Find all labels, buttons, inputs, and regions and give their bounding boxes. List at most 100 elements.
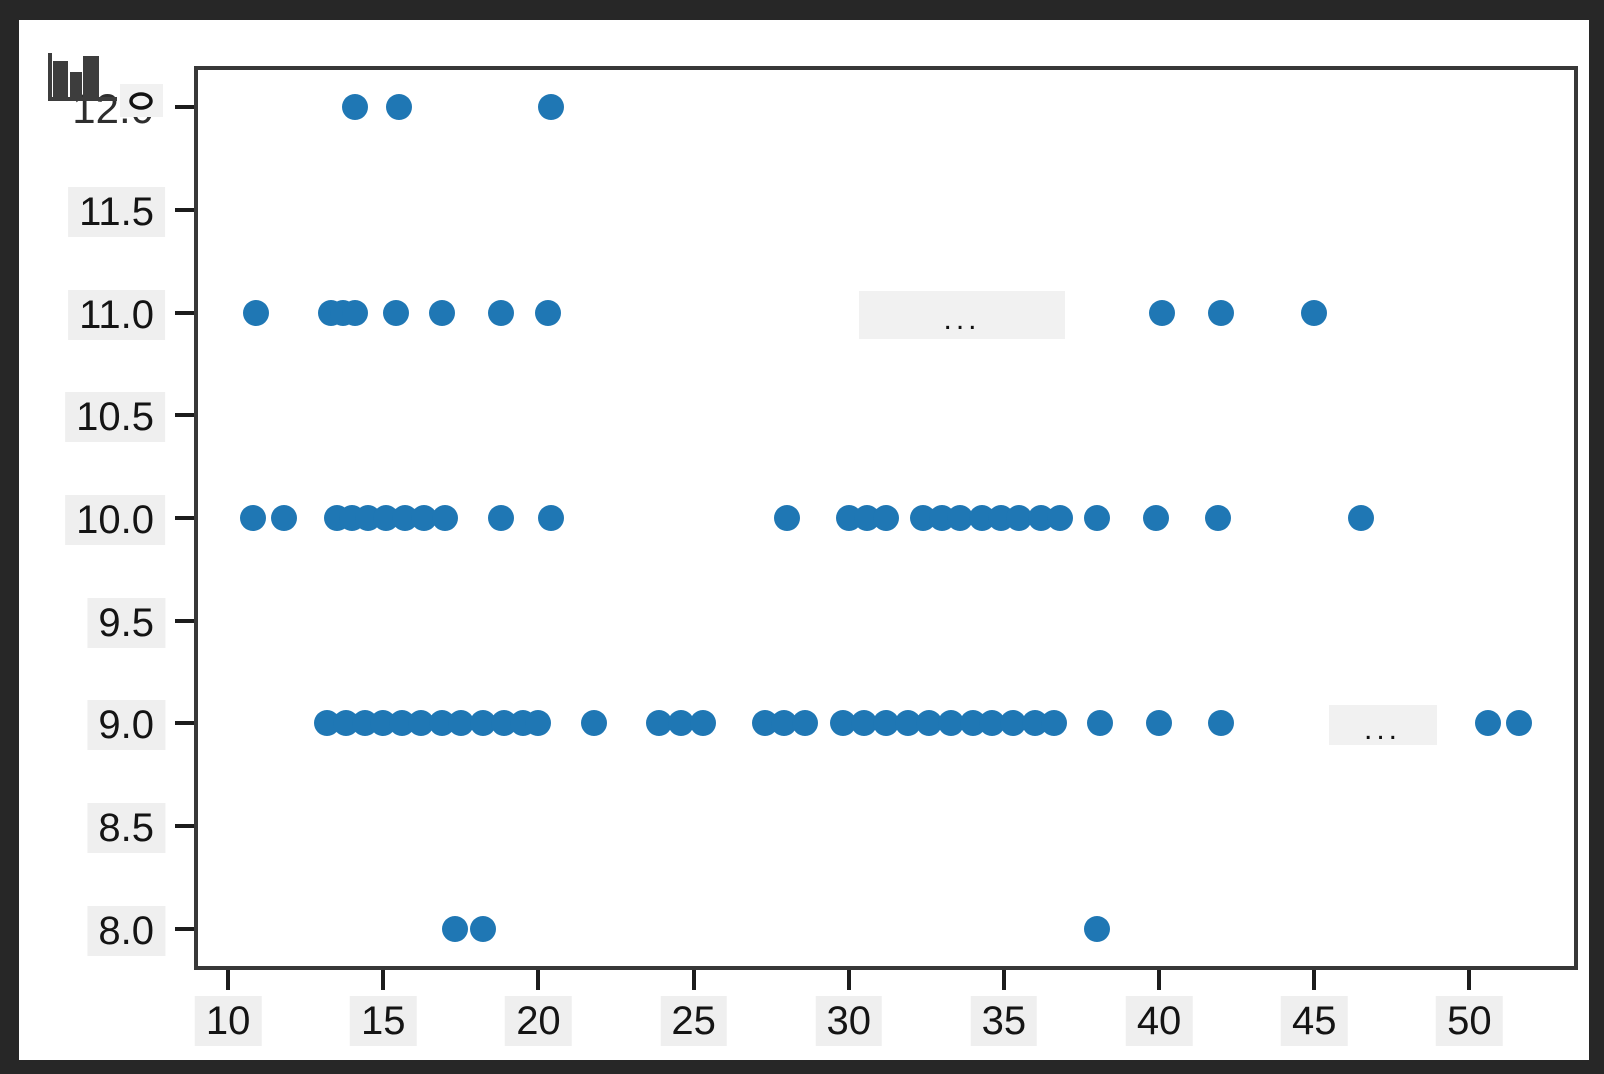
ellipsis-annotation-label: ...	[1363, 713, 1401, 747]
scatter-point	[429, 299, 456, 326]
y-tick-label: 9.5	[87, 597, 165, 648]
ellipsis-annotation-label: ...	[943, 302, 981, 336]
scatter-point	[342, 94, 369, 121]
scatter-point	[469, 710, 496, 737]
scatter-point	[243, 299, 270, 326]
x-tick-label: 20	[505, 996, 572, 1046]
x-tick-label: 30	[815, 996, 882, 1046]
scatter-point	[770, 710, 797, 737]
scatter-point	[1208, 299, 1235, 326]
y-tick-label: 9.0	[87, 700, 165, 751]
outlier-marker-box	[120, 84, 163, 117]
scatter-point	[385, 94, 412, 121]
scatter-point	[1208, 710, 1235, 737]
y-tick	[175, 721, 194, 726]
x-tick-label: 50	[1436, 996, 1503, 1046]
scatter-point	[447, 710, 474, 737]
scatter-point	[1506, 710, 1533, 737]
scatter-point	[938, 710, 965, 737]
bar-chart-icon-bar2	[70, 72, 82, 97]
scatter-point	[1040, 710, 1067, 737]
y-tick	[175, 824, 194, 829]
scatter-point	[537, 505, 564, 531]
scatter-point	[1087, 710, 1114, 737]
y-tick-label: 11.0	[68, 289, 165, 340]
scatter-point	[829, 710, 856, 737]
x-tick	[381, 970, 386, 990]
y-tick	[175, 618, 194, 623]
scatter-point	[873, 505, 899, 531]
scatter-point	[1000, 710, 1027, 737]
scatter-point	[1084, 915, 1110, 942]
scatter-point	[1205, 505, 1232, 531]
scatter-point	[873, 710, 899, 737]
bar-chart-icon-bar1	[53, 61, 68, 97]
scatter-point	[689, 710, 716, 737]
scatter-point	[270, 505, 297, 531]
x-tick-label: 15	[350, 996, 417, 1046]
x-tick	[691, 970, 696, 990]
y-tick	[175, 310, 194, 315]
y-tick	[175, 926, 194, 931]
scatter-point	[1084, 505, 1110, 531]
scatter-point	[792, 710, 819, 737]
scatter-point	[1006, 505, 1033, 531]
y-tick	[175, 413, 194, 418]
x-tick	[846, 970, 851, 990]
y-tick-label: 8.0	[87, 905, 165, 956]
scatter-point	[978, 710, 1005, 737]
scatter-point	[851, 710, 878, 737]
scatter-point	[646, 710, 673, 737]
scatter-point	[525, 710, 552, 737]
scatter-point	[469, 915, 496, 942]
scatter-point	[1475, 710, 1501, 737]
scatter-point	[668, 710, 695, 737]
outlier-o-icon	[129, 92, 153, 110]
figure-canvas: 12.0 11.5 11.0 10.5 10.0 9.5 9.0 8.5 8.0 10 15 20 25…	[19, 20, 1589, 1060]
y-tick-label: 11.5	[68, 186, 165, 237]
scatter-point	[947, 505, 974, 531]
y-tick-label: 10.0	[65, 495, 165, 545]
scatter-point	[410, 505, 437, 531]
x-tick-label: 40	[1125, 996, 1193, 1046]
scatter-point	[342, 299, 369, 326]
scatter-point	[1347, 505, 1374, 531]
x-tick	[226, 970, 231, 990]
x-tick	[1312, 970, 1317, 990]
x-tick-label: 45	[1280, 996, 1348, 1046]
scatter-point	[894, 710, 921, 737]
scatter-point	[916, 710, 943, 737]
scatter-point	[488, 299, 515, 326]
scatter-point	[537, 94, 564, 121]
scatter-point	[239, 505, 266, 531]
x-tick-label: 10	[194, 996, 262, 1046]
x-tick-label: 35	[970, 996, 1038, 1046]
x-tick	[1467, 970, 1472, 990]
scatter-point	[1149, 299, 1176, 326]
bar-chart-icon-baseline	[48, 97, 117, 101]
x-tick	[1001, 970, 1006, 990]
y-tick-label: 8.5	[87, 803, 165, 854]
y-tick	[175, 105, 194, 110]
scatter-point	[1046, 505, 1073, 531]
scatter-point	[1146, 710, 1173, 737]
y-tick-label: 10.5	[65, 392, 165, 443]
y-tick	[175, 207, 194, 212]
bar-chart-icon-bar3	[83, 56, 99, 97]
scatter-point	[432, 505, 459, 531]
scatter-point	[1142, 505, 1169, 531]
scatter-point	[581, 710, 608, 737]
scatter-point	[534, 299, 561, 326]
scatter-point	[441, 915, 468, 942]
x-tick	[1157, 970, 1162, 990]
bar-chart-icon[interactable]	[48, 53, 52, 100]
ellipsis-annotation[interactable]: ...	[1328, 705, 1437, 747]
scatter-point	[407, 710, 434, 737]
ellipsis-annotation[interactable]: ...	[859, 290, 1066, 339]
scatter-point	[488, 505, 515, 531]
x-tick	[536, 970, 541, 990]
scatter-point	[773, 505, 800, 531]
x-tick-label: 25	[660, 996, 727, 1046]
scatter-point	[1301, 299, 1328, 326]
